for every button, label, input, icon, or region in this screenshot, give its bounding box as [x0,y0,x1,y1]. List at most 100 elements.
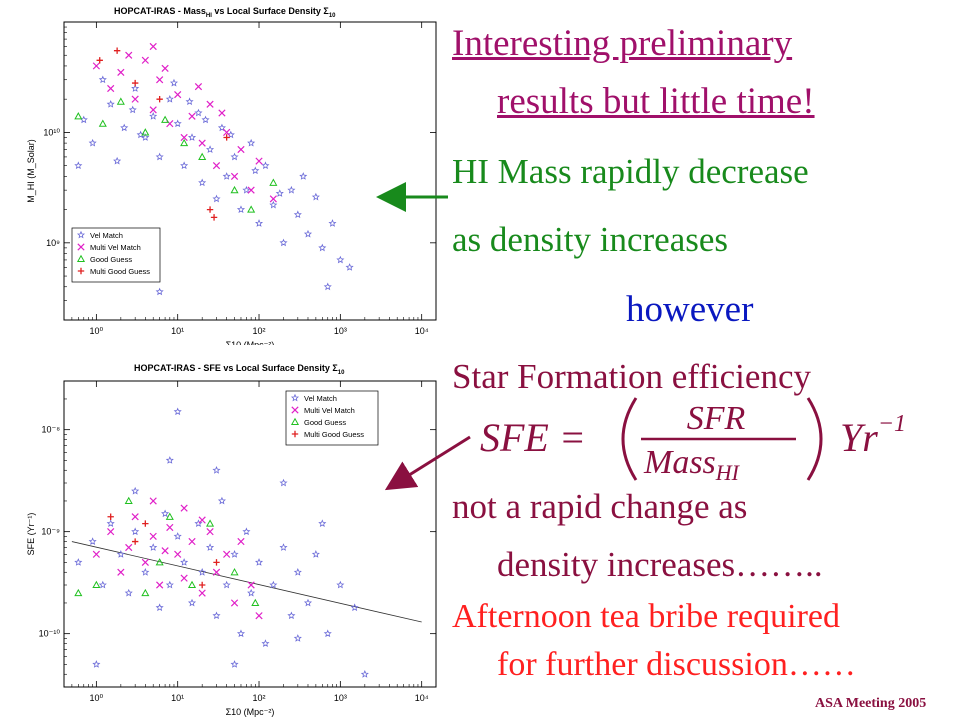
data-point-star [155,287,164,296]
data-point-x [117,568,125,576]
data-point-x [161,547,169,555]
data-point-star [311,192,320,201]
data-point-star [206,145,215,153]
y-tick-label: 10⁻⁹ [41,527,60,537]
data-point-x [223,550,231,558]
data-point-star [141,133,150,141]
data-point-triangle [155,558,164,566]
data-point-star [217,496,226,505]
data-point-star [279,478,288,487]
data-point-x [149,532,157,540]
data-point-x [237,145,245,154]
data-point-star [98,75,107,84]
data-point-x [117,68,125,76]
legend-box [71,227,161,283]
data-point-plus [131,79,139,87]
data-point-triangle [198,152,207,160]
x-tick-label: 10⁰ [90,693,104,703]
data-point-star [212,611,221,620]
data-point-triangle [92,580,101,589]
data-point-star [180,558,189,566]
data-point-x [237,537,245,546]
data-point-triangle [124,496,133,505]
fit-line [71,541,422,623]
legend-entry: Vel Match [304,394,337,403]
data-point-x [149,42,157,51]
data-point-star [279,543,288,551]
data-point-x [198,516,206,524]
data-point-triangle [116,97,125,105]
chart-title: HOPCAT-IRAS - SFE vs Local Surface Densi… [134,363,345,376]
sfe-intro-text: Star Formation efficiency [452,357,811,396]
data-point-triangle [141,588,150,597]
data-point-x [269,195,277,203]
data-point-star [217,123,226,132]
hi-mass-text-line-2: as density increases [452,220,729,259]
data-point-star [279,238,288,247]
legend-box [285,390,379,446]
data-point-x [131,513,139,521]
data-point-star [261,639,270,647]
data-point-x [92,550,100,558]
data-point-star [230,152,239,161]
data-point-star [299,172,308,180]
data-point-triangle [161,115,170,123]
data-point-star [131,527,140,536]
data-point-star [187,598,197,607]
data-point-star [287,185,296,194]
data-point-x [230,172,239,180]
data-point-star [173,407,182,416]
heading-line-1: Interesting preliminary [452,23,793,64]
data-point-star [251,166,260,175]
data-point-triangle [98,119,107,127]
data-point-star [165,456,174,464]
data-point-star [149,543,158,551]
data-point-x [223,128,231,137]
y-tick-label: 10⁻¹⁰ [39,629,61,639]
legend-marker [290,417,300,426]
data-point-star [303,598,313,607]
data-point-star [92,660,101,668]
hi-mass-text-line-1: HI Mass rapidly decrease [452,152,809,191]
formula-left-paren [621,397,638,481]
data-point-star [269,580,278,589]
data-point-star [242,185,251,194]
data-point-x [218,109,226,117]
data-point-star [293,634,302,642]
data-point-star [187,133,197,141]
formula-lhs: SFE = [480,415,586,460]
data-point-star [212,466,221,474]
data-point-star [165,580,174,589]
data-point-x [255,612,263,620]
data-point-x [247,186,255,194]
data-point-x [230,599,239,607]
scatter-points [74,42,354,296]
data-point-star [311,550,320,558]
data-point-triangle [74,588,83,597]
data-point-star [303,229,313,238]
legend-marker [291,406,299,414]
data-point-star [106,99,115,108]
data-point-triangle [269,178,278,186]
data-point-x [206,528,214,536]
data-point-star [236,629,246,638]
data-point-plus [142,520,149,527]
data-point-x [206,100,214,108]
data-point-star [318,519,327,528]
data-point-star [98,580,107,589]
data-point-star [161,509,170,518]
data-point-triangle [230,185,239,194]
data-point-plus [113,47,121,54]
data-point-triangle [187,580,197,589]
sfe-vs-density-plot: HOPCAT-IRAS - SFE vs Local Surface Densi… [0,355,440,720]
hi-mass-plot-svg: HOPCAT-IRAS - MassHI vs Local Surface De… [26,6,437,345]
data-point-star [120,123,129,132]
data-point-star [173,532,182,540]
legend-entry: Multi Vel Match [304,406,355,415]
data-point-triangle [180,138,189,147]
y-tick-label: 10⁻⁸ [41,425,60,435]
data-point-plus [107,513,114,520]
data-point-star [113,156,122,165]
data-point-star [345,263,354,271]
x-tick-label: 10² [253,693,266,703]
